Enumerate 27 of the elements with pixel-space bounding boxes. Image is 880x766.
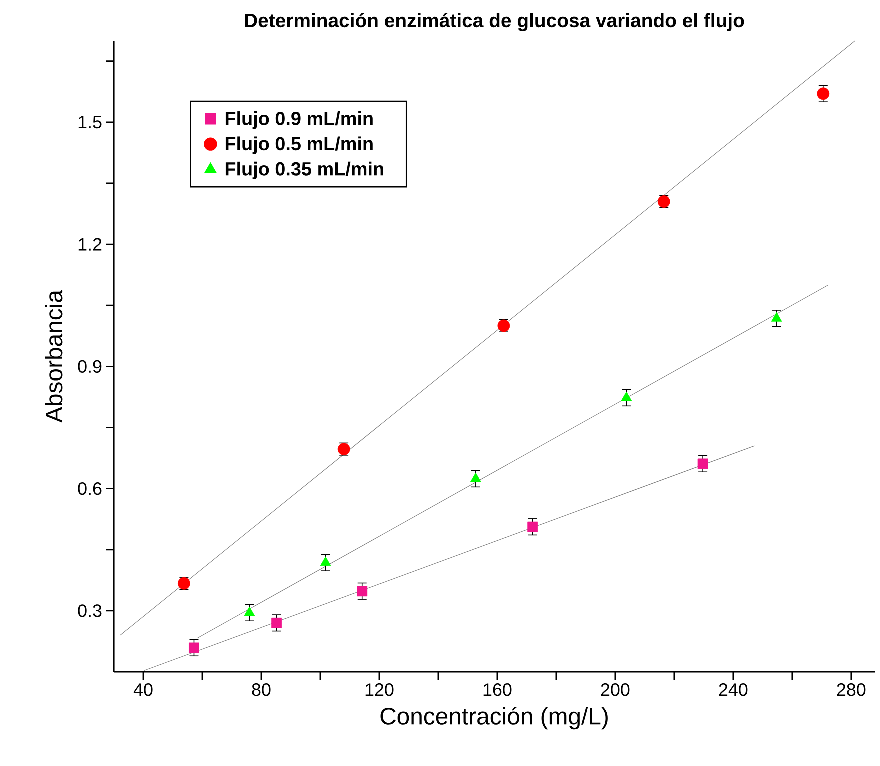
y-tick-label: 0.9 (78, 360, 102, 374)
point (817, 88, 830, 100)
point (320, 556, 332, 566)
point (621, 392, 632, 402)
point (272, 618, 282, 628)
y-tick-label: 0.6 (78, 482, 102, 496)
legend-label: Flujo 0.5 mL/min (226, 136, 373, 154)
x-tick-label: 40 (134, 684, 153, 696)
point (357, 586, 368, 597)
x-tick-label: 160 (484, 684, 512, 696)
point (244, 606, 256, 616)
x-axis-title: Concentración (mg/L) (380, 707, 608, 730)
x-tick-label: 80 (252, 684, 271, 696)
legend-label: Flujo 0.35 mL/min (226, 162, 384, 180)
x-tick-label: 200 (601, 684, 630, 696)
point (189, 642, 200, 654)
y-tick-label: 1.5 (78, 116, 102, 129)
chart-title: Determinación enzimática de glucosa variando el flujo (245, 13, 744, 32)
point (528, 522, 538, 532)
y-tick-label: 0.3 (78, 604, 102, 618)
y-tick-label: 1.2 (78, 238, 102, 251)
point (698, 458, 708, 470)
legend-label: Flujo 0.9 mL/min (226, 112, 373, 130)
x-tick-label: 120 (366, 684, 394, 696)
x-tick-label: 280 (837, 684, 866, 696)
y-axis-title: Absorbancia (45, 290, 63, 423)
x-tick-label: 240 (719, 684, 748, 696)
